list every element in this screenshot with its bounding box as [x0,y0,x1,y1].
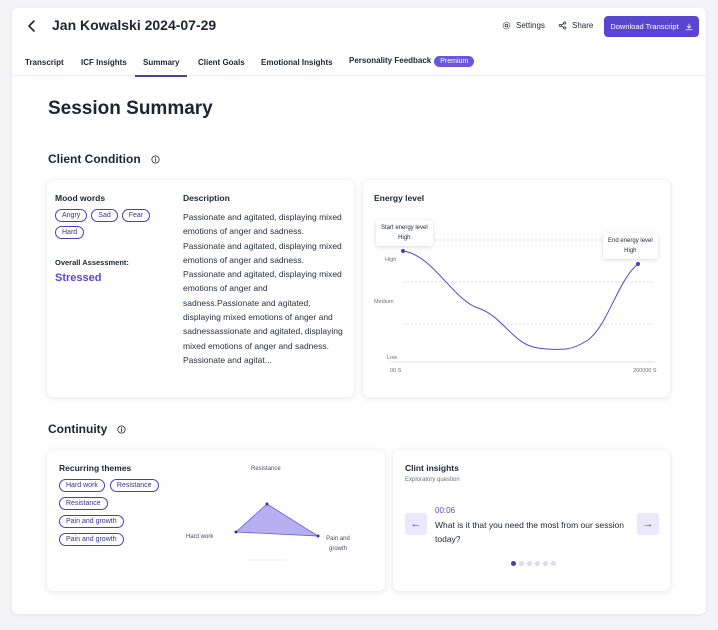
theme-chip: Hard work [59,479,105,492]
client-condition-card: Mood words Angry Sad Fear Hard Overall A… [47,180,354,397]
overall-assessment-label: Overall Assessment: [55,258,129,267]
tab-icf-insights[interactable]: ICF Insights [81,58,127,67]
tab-personality-feedback-label: Personality Feedback [349,56,432,65]
client-insights-card: Clint insights Exploratory question ← 00… [393,450,670,591]
insight-timestamp: 00:06 [435,506,456,515]
continuity-title: Continuity [48,422,108,436]
recurring-themes-card: Recurring themes Hard work Resistance Re… [47,450,385,591]
premium-badge: Premium [434,56,475,67]
radar-label-resistance: Resistance [251,466,281,472]
x-label-start: 00 S [390,368,402,374]
theme-chip: Resistance [109,479,159,492]
info-icon[interactable] [151,154,160,164]
settings-label: Settings [516,21,545,30]
gear-icon [502,21,511,30]
arrow-right-icon: → [642,518,654,530]
session-page: Jan Kowalski 2024-07-29 Settings Share D… [12,8,706,614]
theme-chip: Pain and growth [59,533,124,546]
end-point[interactable] [636,262,640,266]
arrow-left-icon: ← [410,518,422,530]
start-energy-tooltip: Start energy level High [376,220,433,246]
share-button[interactable]: Share [558,21,593,30]
pagination-dot[interactable] [551,561,556,566]
theme-chip: Resistance [59,497,108,510]
energy-level-card: Energy level Start energy level High End… [363,180,670,397]
share-label: Share [572,21,594,30]
tab-emotional-insights[interactable]: Emotional Insights [261,58,333,67]
page-header: Jan Kowalski 2024-07-29 Settings Share D… [12,8,706,46]
end-energy-label: End energy level [608,238,653,244]
end-energy-tooltip: End energy level High [603,233,658,259]
mood-words-label: Mood words [55,193,106,203]
download-label: Download Transcript [610,22,679,31]
client-insights-title: Clint insights [405,463,459,473]
back-arrow-icon[interactable] [24,18,40,34]
settings-button[interactable]: Settings [502,21,545,30]
y-label-medium: Medium [374,299,394,305]
mood-chip: Hard [55,226,85,239]
themes-radar-chart [234,502,320,561]
theme-chip: Pain and growth [59,515,124,528]
start-energy-value: High [398,235,411,241]
end-energy-value: High [624,248,637,254]
description-text: Passionate and agitated, displaying mixe… [183,212,343,365]
pagination-dots [511,561,556,566]
x-label-end: 200000 S [633,368,657,374]
previous-insight-button[interactable]: ← [405,513,427,535]
page-title: Session Summary [48,98,213,119]
download-transcript-button[interactable]: Download Transcript [604,16,699,37]
tab-client-goals[interactable]: Client Goals [198,58,245,67]
energy-level-title: Energy level [374,193,425,203]
next-insight-button[interactable]: → [637,513,659,535]
session-title: Jan Kowalski 2024-07-29 [52,17,217,33]
y-label-low: Low [387,355,398,361]
info-icon[interactable] [117,424,126,434]
tab-transcript[interactable]: Transcript [25,58,64,67]
description-label: Description [183,193,230,203]
recurring-themes-label: Recurring themes [59,463,132,473]
client-condition-heading: Client Condition [48,152,160,166]
download-icon [685,23,693,30]
y-label-high: High [385,257,397,263]
pagination-dot[interactable] [527,561,532,566]
energy-line [402,250,639,350]
mood-word-chips: Angry Sad Fear Hard [55,209,170,239]
client-insights-subtitle: Exploratory question [405,477,460,483]
pagination-dot[interactable] [519,561,524,566]
pagination-dot[interactable] [543,561,548,566]
tab-bar: Transcript ICF Insights Summary Client G… [12,46,706,77]
pagination-dot[interactable] [511,561,516,566]
mood-chip: Sad [91,209,118,222]
tab-summary[interactable]: Summary [135,58,188,77]
energy-chart [391,239,655,363]
mood-chip: Fear [121,209,151,222]
radar-label-hard-work: Hard work [186,534,214,540]
radar-label-pain-growth: Pain and growth [326,536,350,552]
mood-chip: Angry [55,209,88,222]
pagination-dot[interactable] [535,561,540,566]
start-point[interactable] [401,249,405,253]
insight-question: What is it that you need the most from o… [435,520,624,544]
share-icon [558,21,567,30]
theme-chips: Hard work Resistance Resistance Pain and… [59,479,174,546]
continuity-heading: Continuity [48,422,126,436]
start-energy-label: Start energy level [381,225,428,231]
client-condition-title: Client Condition [48,152,141,166]
radar-shape [235,503,320,537]
overall-assessment-value: Stressed [55,272,102,284]
tab-personality-feedback[interactable]: Personality Feedback Premium [349,56,475,67]
